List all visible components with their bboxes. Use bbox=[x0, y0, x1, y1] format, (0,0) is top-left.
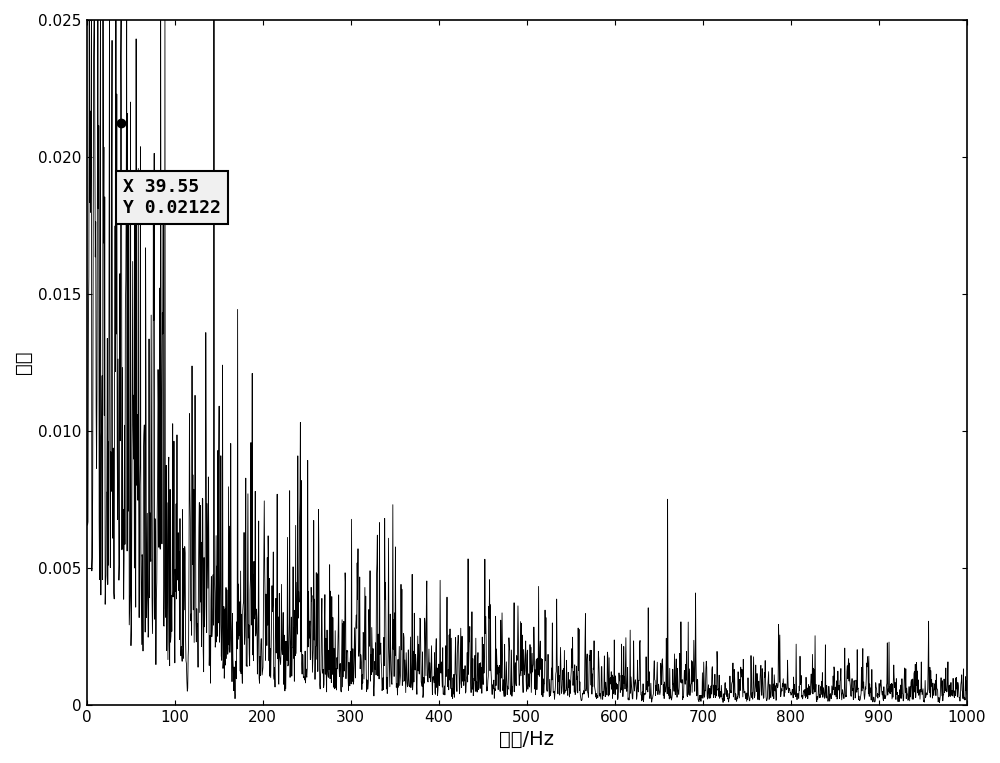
Text: X 39.55
Y 0.02122: X 39.55 Y 0.02122 bbox=[123, 179, 221, 217]
X-axis label: 频率/Hz: 频率/Hz bbox=[499, 730, 554, 749]
Y-axis label: 幅値: 幅値 bbox=[14, 350, 33, 374]
